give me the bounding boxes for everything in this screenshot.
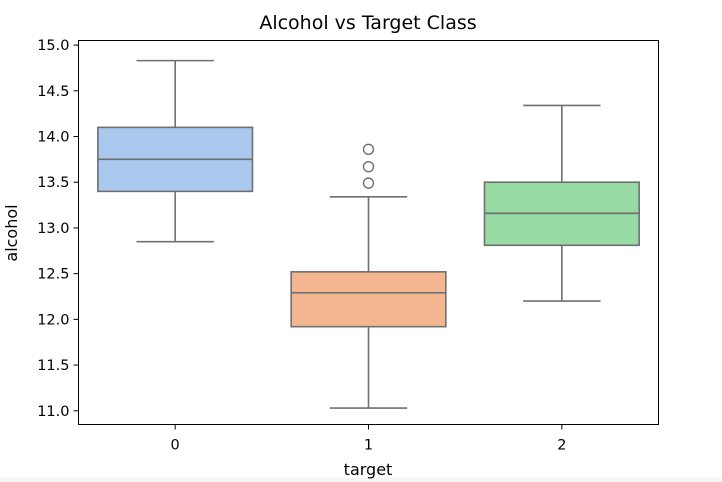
chart-title: Alcohol vs Target Class [259, 12, 476, 34]
y-tick-label-4: 13.0 [37, 221, 69, 237]
outlier-1-0 [362, 177, 375, 189]
y-tick-label-5: 13.5 [37, 175, 69, 191]
y-axis-label: alcohol [2, 204, 21, 261]
box-group-1 [290, 143, 447, 409]
y-tick-label-0: 11.0 [37, 404, 69, 420]
box-1 [290, 271, 447, 328]
y-tick-label-3: 12.5 [37, 267, 69, 283]
box-group-0 [97, 59, 254, 243]
plot-area [97, 59, 640, 409]
y-tick-label-2: 12.0 [37, 312, 69, 328]
outlier-1-2 [362, 143, 375, 156]
box-group-2 [483, 104, 640, 302]
x-axis-label: target [344, 460, 393, 479]
x-tick-label-2: 2 [557, 438, 566, 454]
y-tick-label-8: 15.0 [37, 38, 69, 54]
outlier-1-1 [362, 160, 375, 173]
x-tick-label-1: 1 [364, 438, 373, 454]
y-tick-label-7: 14.5 [37, 84, 69, 100]
bottom-strip [0, 478, 722, 482]
y-tick-label-6: 14.0 [37, 130, 69, 146]
y-tick-label-1: 11.5 [37, 358, 69, 374]
x-tick-label-0: 0 [171, 438, 180, 454]
